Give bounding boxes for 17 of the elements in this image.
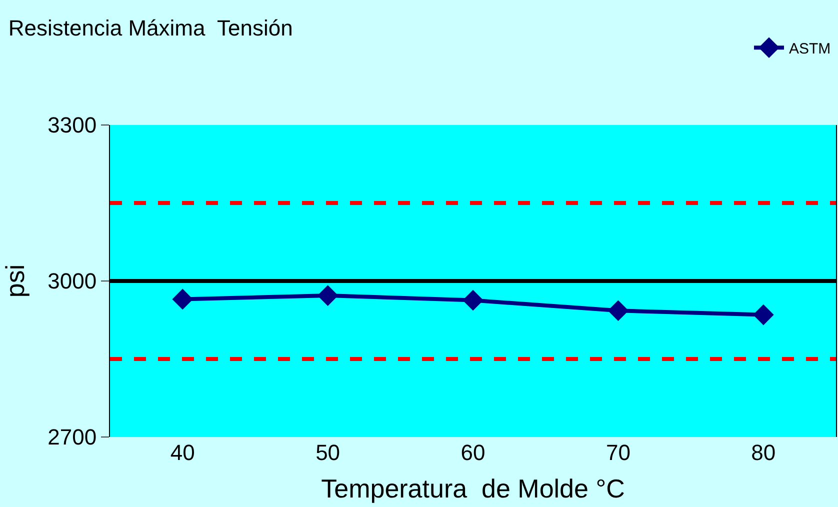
x-tick-label: 60 [460, 440, 486, 465]
point [317, 285, 338, 306]
point [608, 300, 629, 322]
x-tick-label: 80 [751, 440, 776, 465]
point [172, 288, 193, 310]
y-tick-label: 2700 [48, 424, 97, 450]
x-axis-title: Temperatura de Molde °C [321, 474, 625, 504]
chart-title: Resistencia Máxima Tensión [8, 16, 293, 41]
point [753, 304, 774, 326]
y-axis-title: psi [0, 264, 30, 298]
x-tick-label: 40 [170, 440, 195, 465]
legend-label: ASTM [789, 40, 831, 58]
x-tick-label: 50 [316, 440, 340, 465]
y-tick-label: 3000 [48, 268, 97, 294]
point [462, 290, 484, 311]
y-tick-label: 3300 [48, 112, 97, 138]
x-tick-label: 70 [606, 440, 630, 465]
